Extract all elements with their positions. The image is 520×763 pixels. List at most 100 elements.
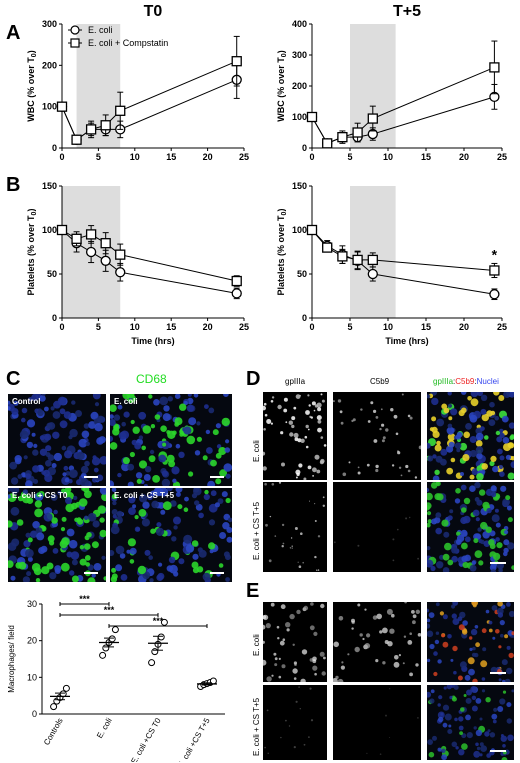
data-point-circle xyxy=(85,246,97,258)
y-tick-label: 10 xyxy=(27,672,37,682)
x-tick-label: 10 xyxy=(383,152,393,160)
merge-sep: : xyxy=(453,377,456,386)
row-label-d-ecoli: E. coli xyxy=(252,440,261,462)
x-tick-label: 0 xyxy=(309,152,314,160)
y-axis-label: Platelets (% over T0) xyxy=(276,209,288,296)
data-point-square xyxy=(489,265,500,276)
micrograph-e-c5b9-cs xyxy=(333,685,421,760)
col-header-c5b9: C5b9 xyxy=(370,377,390,386)
data-point xyxy=(62,684,70,692)
legend-circle xyxy=(70,25,80,35)
micrograph-texture xyxy=(110,488,232,582)
data-point-square xyxy=(352,254,363,266)
data-point-square xyxy=(85,124,97,135)
series-line xyxy=(61,60,237,141)
x-tick-label: 5 xyxy=(347,322,352,332)
col-header-merge: gpIIIa:C5b9:Nuclei xyxy=(433,377,499,386)
x-tick-label: 20 xyxy=(203,322,213,332)
y-tick-label: 300 xyxy=(292,50,307,60)
scale-bar xyxy=(84,476,98,478)
x-tick-label: 5 xyxy=(347,152,352,160)
micrograph-label: Control xyxy=(12,397,41,406)
x-tick-label: 15 xyxy=(421,152,431,160)
y-tick-label: 0 xyxy=(52,313,57,323)
y-tick-label: 100 xyxy=(42,102,57,112)
legend-label: E. coli xyxy=(88,25,113,35)
data-point xyxy=(99,651,107,659)
micrograph-texture xyxy=(263,602,327,682)
y-tick-label: 300 xyxy=(42,19,57,29)
micrograph-texture xyxy=(427,392,514,480)
y-tick-label: 400 xyxy=(292,19,307,29)
significance-star: * xyxy=(492,246,498,262)
micrograph-texture xyxy=(333,482,421,572)
legend-square xyxy=(70,38,80,48)
x-tick-label: 15 xyxy=(166,322,176,332)
y-tick-label: 30 xyxy=(27,599,37,609)
data-point-square xyxy=(367,113,378,124)
merge-nuclei: Nuclei xyxy=(476,377,499,386)
panel-label-e: E xyxy=(246,580,260,602)
data-point xyxy=(111,626,119,634)
data-point xyxy=(160,618,168,626)
merge-c5b9: C5b9 xyxy=(455,377,475,386)
x-tick-label: 10 xyxy=(383,322,393,332)
x-tick-label: 10 xyxy=(130,152,140,160)
micrograph-texture xyxy=(8,488,106,582)
x-tick-label: 0 xyxy=(59,152,64,160)
micrograph-texture xyxy=(263,482,327,572)
y-tick-label: 100 xyxy=(292,112,307,122)
scale-bar xyxy=(490,750,506,752)
panel-label-b: B xyxy=(6,174,21,196)
y-tick-label: 200 xyxy=(292,81,307,91)
panel-label-c: C xyxy=(6,368,21,390)
micrograph-ecoli-cs-t0: E. coli + CS T0 xyxy=(8,488,106,582)
data-point-square xyxy=(306,111,318,123)
y-tick-label: 100 xyxy=(292,225,307,235)
y-tick-label: 100 xyxy=(42,225,57,235)
merge-sep: : xyxy=(474,377,477,386)
scale-bar xyxy=(210,572,224,574)
micrograph-texture xyxy=(263,392,327,480)
y-axis-label: WBC (% over T0) xyxy=(26,50,38,121)
micrograph-texture xyxy=(427,685,514,760)
column-title: T+5 xyxy=(393,3,421,20)
data-point-circle xyxy=(231,288,242,299)
data-point xyxy=(151,648,159,656)
data-point-square xyxy=(56,224,68,236)
micrograph-d-gpiiia-ecoli xyxy=(263,392,327,480)
data-point xyxy=(102,644,110,652)
micrograph-texture xyxy=(333,602,421,682)
micrograph-texture xyxy=(8,394,106,486)
chart-c-macrophages: 0 10 20 30 Macrophages/ field Controls E. coli… xyxy=(7,594,225,762)
merge-gpiiia: gpIIIa xyxy=(433,377,454,386)
data-point xyxy=(157,633,165,641)
micrograph-d-merge-ecoli xyxy=(427,392,514,480)
micrograph-e-gpiiia-ecoli xyxy=(263,602,327,682)
x-tick-label: 25 xyxy=(497,322,507,332)
micrograph-ecoli-cs-t5: E. coli + CS T+5 xyxy=(110,488,232,582)
significance-label: *** xyxy=(104,605,115,615)
panel-label-a: A xyxy=(6,22,21,44)
micrograph-e-merge-cs xyxy=(427,685,514,760)
micrograph-d-c5b9-ecoli xyxy=(333,392,421,480)
x-tick-label: 15 xyxy=(166,152,176,160)
data-point-circle xyxy=(100,255,111,266)
micrograph-d-gpiiia-cs xyxy=(263,482,327,572)
data-point-square xyxy=(337,131,348,143)
micrograph-texture xyxy=(263,685,327,760)
y-tick-label: 200 xyxy=(42,60,57,70)
micrograph-e-c5b9-ecoli xyxy=(333,602,421,682)
data-point-square xyxy=(322,138,333,149)
data-point-square xyxy=(56,101,68,112)
scale-bar xyxy=(210,476,224,478)
data-point-circle xyxy=(115,267,126,278)
scale-bar xyxy=(490,672,506,674)
data-point-circle xyxy=(489,289,500,300)
scale-bar xyxy=(490,562,506,564)
micrograph-label: E. coli + CS T+5 xyxy=(114,491,175,500)
y-tick-label: 150 xyxy=(42,181,57,191)
x-tick-label: E. coli +CS T0 xyxy=(129,716,163,762)
scale-bar xyxy=(84,572,98,574)
micrograph-d-c5b9-cs xyxy=(333,482,421,572)
